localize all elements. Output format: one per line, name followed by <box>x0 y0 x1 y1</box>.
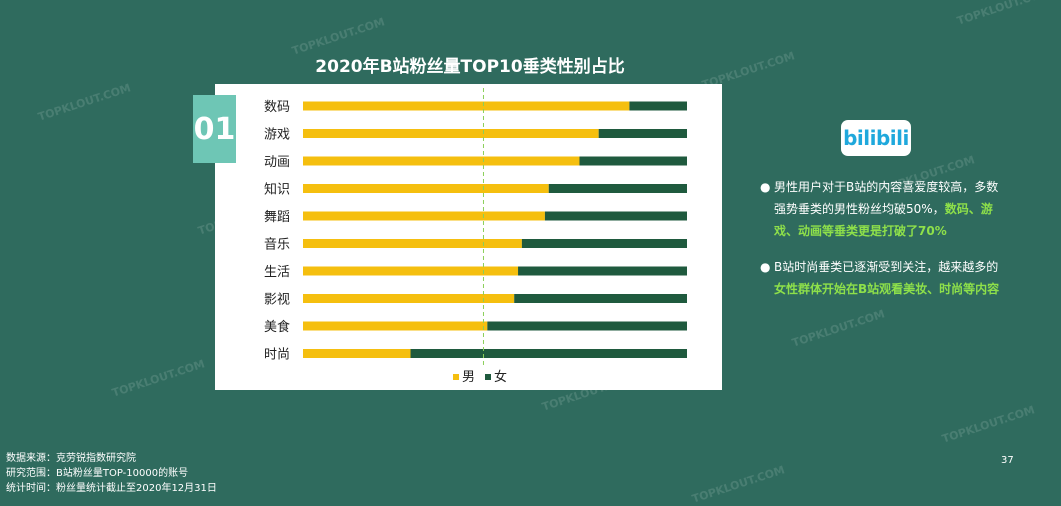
category-label: 生活 <box>264 265 290 280</box>
bar-female <box>518 266 687 276</box>
bar-male <box>303 101 630 111</box>
section-badge: 01 <box>193 95 236 163</box>
category-label: 时尚 <box>264 348 290 363</box>
bar-female <box>548 184 687 193</box>
page-number: 37 <box>1001 455 1014 466</box>
insight-text: B站时尚垂类已逐渐受到关注，越来越多的 <box>774 260 999 274</box>
watermark: TOPKLOUT.COM <box>690 463 787 506</box>
category-label: 音乐 <box>264 237 290 253</box>
watermark: TOPKLOUT.COM <box>36 81 133 124</box>
bar-female <box>598 129 687 138</box>
bilibili-logo: bilibili <box>841 120 911 156</box>
insight-highlight: 数码、游戏、动画等垂类更是打破了70% <box>774 202 993 238</box>
bar-female <box>579 156 687 166</box>
bar-female <box>629 101 687 111</box>
bar-male <box>303 184 549 193</box>
chart-panel: 数码游戏动画知识舞蹈音乐生活影视美食时尚男 女 <box>215 84 722 390</box>
insight-highlight: 女性群体开始在B站观看美妆、时尚等内容 <box>774 282 1000 296</box>
bar-male <box>303 266 519 276</box>
bullet-dot-icon: ● <box>760 180 771 194</box>
watermark: TOPKLOUT.COM <box>955 0 1052 28</box>
bar-male <box>303 156 580 166</box>
category-label: 美食 <box>264 319 290 335</box>
category-label: 影视 <box>264 293 290 308</box>
insight-item: ● 男性用户对于B站的内容喜爱度较高，多数强势垂类的男性粉丝均破50%，数码、游… <box>760 176 1000 242</box>
category-label: 舞蹈 <box>264 210 290 225</box>
insight-list: ● 男性用户对于B站的内容喜爱度较高，多数强势垂类的男性粉丝均破50%，数码、游… <box>760 176 1000 314</box>
legend-label: 女 <box>494 369 507 385</box>
category-label: 动画 <box>264 155 290 170</box>
category-label: 知识 <box>264 182 290 198</box>
bar-female <box>514 294 687 303</box>
insight-item: ● B站时尚垂类已逐渐受到关注，越来越多的女性群体开始在B站观看美妆、时尚等内容 <box>760 256 1000 300</box>
bar-male <box>303 321 488 331</box>
watermark: TOPKLOUT.COM <box>940 403 1037 446</box>
chart-title: 2020年B站粉丝量TOP10垂类性别占比 <box>315 57 625 77</box>
category-label: 游戏 <box>264 128 290 143</box>
bar-male <box>303 349 411 358</box>
bullet-dot-icon: ● <box>760 260 771 274</box>
footer-source: 数据来源：克劳锐指数研究院 <box>6 453 136 464</box>
legend-label: 男 <box>462 370 475 385</box>
bar-female <box>521 239 687 248</box>
watermark: TOPKLOUT.COM <box>110 357 207 400</box>
bar-male <box>303 294 515 303</box>
footer-scope: 研究范围：B站粉丝量TOP-10000的账号 <box>6 468 189 479</box>
legend-swatch <box>485 374 491 380</box>
bar-male <box>303 239 522 248</box>
footer-notes: 数据来源：克劳锐指数研究院 研究范围：B站粉丝量TOP-10000的账号 统计时… <box>6 451 217 496</box>
bar-male <box>303 211 545 221</box>
category-label: 数码 <box>264 100 290 115</box>
bar-male <box>303 129 599 138</box>
bar-female <box>544 211 687 221</box>
bar-female <box>410 349 687 358</box>
legend-swatch <box>453 374 459 380</box>
bar-female <box>487 321 687 331</box>
insight-text: 男性用户对于B站的内容喜爱度较高，多数强势垂类的男性粉丝均破50%， <box>774 180 999 216</box>
footer-period: 统计时间：粉丝量统计截止至2020年12月31日 <box>6 483 217 494</box>
